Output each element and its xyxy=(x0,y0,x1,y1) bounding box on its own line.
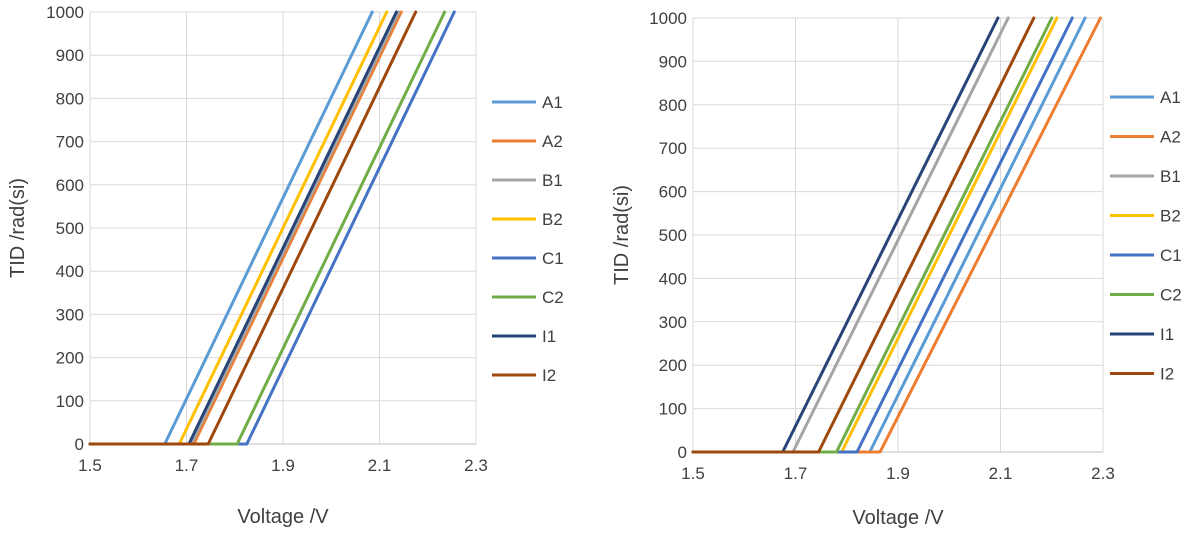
series-lines xyxy=(691,16,1102,454)
series-line-i2 xyxy=(88,10,418,446)
legend-label-c1: C1 xyxy=(1160,246,1182,265)
x-tick-label: 1.7 xyxy=(784,464,808,483)
y-tick-label: 700 xyxy=(56,133,84,152)
y-tick-label: 400 xyxy=(659,269,687,288)
chart-1: 0 100 200 300 400 500 600 700 800 900 1000 1.5 1.7 1.… xyxy=(7,3,564,528)
legend-label-a1: A1 xyxy=(542,93,563,112)
legend-label-c2: C2 xyxy=(542,288,564,307)
legend-label-b2: B2 xyxy=(542,210,563,229)
y-tick-label: 800 xyxy=(56,89,84,108)
y-tick-label: 0 xyxy=(75,435,84,454)
legend-label-i2: I2 xyxy=(542,366,556,385)
y-tick-label: 0 xyxy=(678,443,687,462)
legend-label-i2: I2 xyxy=(1160,365,1174,384)
legend: A1 A2 B1 B2 C1 C2 I1 I2 xyxy=(492,93,564,385)
y-tick-label: 800 xyxy=(659,96,687,115)
y-axis-title: TID /rad(si) xyxy=(611,185,633,285)
legend-label-b2: B2 xyxy=(1160,207,1181,226)
y-tick-label: 300 xyxy=(56,305,84,324)
legend-label-b1: B1 xyxy=(542,171,563,190)
series-lines xyxy=(88,10,456,446)
y-tick-label: 200 xyxy=(659,356,687,375)
legend-label-c1: C1 xyxy=(542,249,564,268)
x-tick-label: 1.5 xyxy=(78,456,102,475)
y-axis-title: TID /rad(si) xyxy=(7,178,29,278)
x-tick-label: 2.1 xyxy=(989,464,1013,483)
series-line-i2 xyxy=(691,16,1036,454)
legend-label-a1: A1 xyxy=(1160,88,1181,107)
legend-label-a2: A2 xyxy=(1160,128,1181,147)
y-tick-label: 900 xyxy=(56,46,84,65)
y-tick-label: 100 xyxy=(659,400,687,419)
x-axis-title: Voltage /V xyxy=(237,506,329,528)
y-tick-label: 400 xyxy=(56,262,84,281)
legend-label-b1: B1 xyxy=(1160,167,1181,186)
y-tick-label: 600 xyxy=(659,183,687,202)
x-tick-label: 2.3 xyxy=(464,456,488,475)
legend-label-i1: I1 xyxy=(1160,325,1174,344)
legend-label-i1: I1 xyxy=(542,327,556,346)
y-tick-label: 100 xyxy=(56,392,84,411)
y-tick-label: 600 xyxy=(56,176,84,195)
x-axis-title: Voltage /V xyxy=(852,507,944,529)
y-tick-label: 200 xyxy=(56,349,84,368)
x-tick-label: 1.5 xyxy=(681,464,705,483)
x-tick-label: 2.1 xyxy=(368,456,392,475)
y-tick-label: 1000 xyxy=(46,3,84,22)
y-tick-label: 1000 xyxy=(649,9,687,28)
y-tick-label: 500 xyxy=(56,219,84,238)
x-tick-label: 1.7 xyxy=(175,456,199,475)
legend-label-c2: C2 xyxy=(1160,286,1182,305)
x-tick-label: 1.9 xyxy=(886,464,910,483)
x-tick-label: 2.3 xyxy=(1091,464,1115,483)
x-tick-label: 1.9 xyxy=(271,456,295,475)
y-tick-label: 900 xyxy=(659,52,687,71)
chart-2: 0 100 200 300 400 500 600 700 800 900 1000 1.5 1.7 1.… xyxy=(611,9,1182,529)
y-tick-label: 500 xyxy=(659,226,687,245)
legend-label-a2: A2 xyxy=(542,132,563,151)
y-tick-label: 700 xyxy=(659,139,687,158)
y-tick-label: 300 xyxy=(659,313,687,332)
legend: A1 A2 B1 B2 C1 C2 I1 I2 xyxy=(1110,88,1182,384)
